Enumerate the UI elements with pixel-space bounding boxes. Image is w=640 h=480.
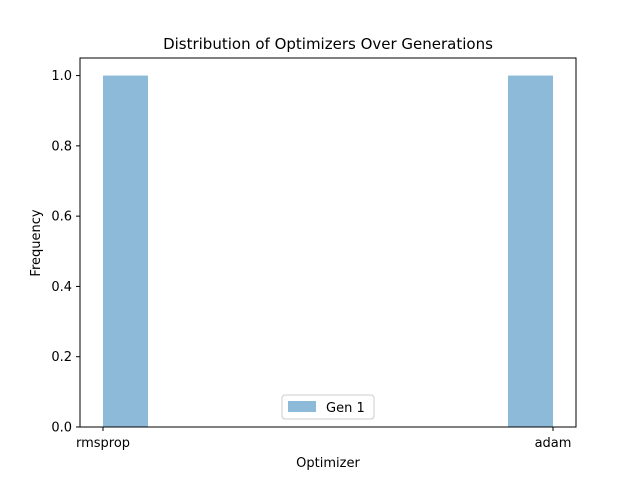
y-tick-label: 0.6 (51, 210, 72, 225)
legend-label: Gen 1 (326, 401, 365, 416)
y-axis: 0.0 0.2 0.4 0.6 0.8 1.0 (51, 69, 80, 436)
plot-frame (79, 57, 577, 428)
y-tick-label: 0.2 (51, 350, 72, 365)
y-tick-label: 0.4 (51, 280, 72, 295)
legend-swatch (288, 401, 316, 412)
bars-group (103, 75, 553, 428)
chart-title: Distribution of Optimizers Over Generati… (163, 35, 493, 53)
bar-adam (508, 75, 553, 428)
legend: Gen 1 (281, 394, 375, 420)
x-axis: rmsprop adam (76, 427, 571, 451)
x-tick-label-rmsprop: rmsprop (76, 436, 130, 451)
y-tick-label: 0.0 (51, 421, 72, 436)
y-tick-label: 1.0 (51, 69, 72, 84)
x-tick-label-adam: adam (535, 436, 572, 451)
x-axis-label: Optimizer (296, 456, 360, 471)
y-axis-label: Frequency (29, 209, 44, 276)
y-tick-label: 0.8 (51, 139, 72, 154)
bar-rmsprop (103, 75, 148, 428)
